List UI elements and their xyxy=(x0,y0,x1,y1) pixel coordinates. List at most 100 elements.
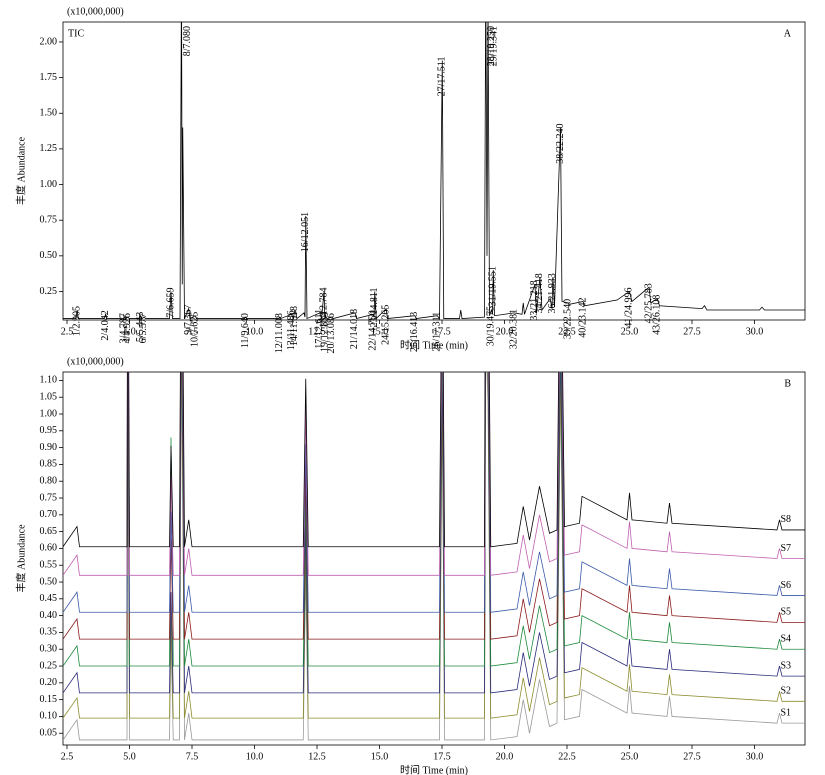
x-tick-label: 27.5 xyxy=(683,751,701,762)
peak-label: 21/14.018 xyxy=(349,309,360,349)
peak-label: 23/14.811 xyxy=(369,287,380,327)
y-tick-label: 0.45 xyxy=(40,593,58,604)
x-tick-label: 25.0 xyxy=(621,326,639,337)
peak-label: 2/4.042 xyxy=(100,310,111,340)
peak-label: 40/23.142 xyxy=(577,297,588,337)
x-tick-label: 5.0 xyxy=(123,326,136,337)
y-tick-label: 1.10 xyxy=(40,375,58,386)
x-tick-label: 20.0 xyxy=(496,326,514,337)
x-tick-label: 30.0 xyxy=(746,751,764,762)
y-tick-label: 0.25 xyxy=(40,286,58,297)
y-tick-label: 0.40 xyxy=(40,610,58,621)
y-tick-label: 1.75 xyxy=(40,72,58,83)
x-tick-label: 7.5 xyxy=(186,326,199,337)
peak-label: 4/4.926 xyxy=(122,313,133,343)
y-axis-label: 丰度 Abundance xyxy=(14,524,27,593)
y-tick-label: 0.95 xyxy=(40,425,58,436)
panel-label: A xyxy=(784,28,792,39)
peak-label: 25/16.413 xyxy=(409,312,420,352)
peak-label: 16/12.051 xyxy=(300,212,311,252)
peak-label: 32/20.381 xyxy=(508,309,519,349)
peak-label: 12/11.008 xyxy=(274,313,285,353)
peak-label: 1/2.905 xyxy=(71,306,82,336)
peak-label: 24/15.265 xyxy=(380,305,391,345)
x-tick-label: 10.0 xyxy=(246,751,264,762)
x-tick-label: 17.5 xyxy=(433,751,451,762)
peak-label: 14/11.618 xyxy=(289,306,300,346)
y-tick-label: 2.00 xyxy=(40,36,58,47)
peak-label: 7/6.659 xyxy=(165,287,176,317)
x-tick-label: 2.5 xyxy=(61,326,74,337)
panel-label: B xyxy=(784,378,791,389)
y-tick-label: 0.75 xyxy=(40,492,58,503)
scale-label: (x10,000,000) xyxy=(67,6,124,17)
y-tick-label: 0.30 xyxy=(40,644,58,655)
peak-label: 9/7.367 xyxy=(183,305,194,335)
peak-label: 22/14.750 xyxy=(368,310,379,350)
y-tick-label: 0.10 xyxy=(40,711,58,722)
chromatogram-trace xyxy=(63,372,805,694)
peak-label: 26/17.311 xyxy=(432,312,443,352)
y-tick-label: 0.65 xyxy=(40,526,58,537)
series-label: S6 xyxy=(780,580,791,591)
x-axis-label: 时间 Time (min) xyxy=(400,763,468,775)
x-tick-label: 12.5 xyxy=(308,751,326,762)
peak-label: 13/11.486 xyxy=(286,310,297,350)
y-tick-label: 0.55 xyxy=(40,560,58,571)
series-label: S3 xyxy=(780,660,791,671)
peak-label: 39/22.540 xyxy=(562,299,573,339)
y-tick-label: 0.85 xyxy=(40,459,58,470)
peak-label: 34/21.418 xyxy=(534,273,545,313)
peak-label: 29/19.341 xyxy=(488,26,499,66)
peak-label: 20/13.086 xyxy=(326,313,337,353)
chromatogram-trace xyxy=(63,372,805,613)
chromatogram-trace xyxy=(63,372,805,548)
x-axis-label: 时间 Time (min) xyxy=(400,338,468,351)
y-axis-label: 丰度 Abundance xyxy=(14,136,27,205)
peak-label: 6/5.577 xyxy=(138,313,149,343)
x-tick-label: 17.5 xyxy=(433,326,451,337)
peak-label: 38/22.240 xyxy=(555,124,566,164)
x-tick-label: 5.0 xyxy=(123,751,136,762)
x-tick-label: 15.0 xyxy=(371,751,389,762)
y-tick-label: 1.25 xyxy=(40,143,58,154)
peak-label: 10/7.625 xyxy=(189,312,200,347)
trace-label: TIC xyxy=(68,28,84,39)
y-tick-label: 1.05 xyxy=(40,391,58,402)
y-tick-label: 0.50 xyxy=(40,250,58,261)
series-label: S1 xyxy=(780,707,791,718)
peak-label: 30/19.475 xyxy=(486,306,497,346)
x-tick-label: 22.5 xyxy=(558,751,576,762)
scale-label: (x10,000,000) xyxy=(67,356,124,367)
chromatogram-trace xyxy=(63,372,805,741)
x-tick-label: 15.0 xyxy=(371,326,389,337)
x-tick-label: 7.5 xyxy=(186,751,199,762)
series-label: S5 xyxy=(780,607,791,618)
peak-label: 3/4.787 xyxy=(118,313,129,343)
y-tick-label: 0.80 xyxy=(40,476,58,487)
x-tick-label: 20.0 xyxy=(496,751,514,762)
peak-label: 11/9.640 xyxy=(240,313,251,348)
y-tick-label: 0.90 xyxy=(40,442,58,453)
y-tick-label: 0.50 xyxy=(40,576,58,587)
y-tick-label: 0.75 xyxy=(40,214,58,225)
y-tick-label: 1.50 xyxy=(40,108,58,119)
chromatogram-trace xyxy=(63,22,805,320)
chromatogram-trace xyxy=(63,372,805,576)
peak-label: 36/21.933 xyxy=(547,273,558,313)
x-tick-label: 2.5 xyxy=(61,751,74,762)
y-tick-label: 0.35 xyxy=(40,627,58,638)
y-tick-label: 0.15 xyxy=(40,694,58,705)
peak-label: 18/12.784 xyxy=(318,287,329,327)
y-tick-label: 1.00 xyxy=(40,179,58,190)
y-tick-label: 1.00 xyxy=(40,408,58,419)
x-tick-label: 12.5 xyxy=(308,326,326,337)
peak-label: 31/19.551 xyxy=(488,266,499,306)
x-tick-label: 10.0 xyxy=(246,326,264,337)
peak-label: 41/24.996 xyxy=(624,287,635,327)
peak-label: 43/26.108 xyxy=(651,295,662,335)
y-tick-label: 0.70 xyxy=(40,509,58,520)
peak-label: 33/21.218 xyxy=(529,280,540,320)
y-tick-label: 0.20 xyxy=(40,677,58,688)
series-label: S8 xyxy=(780,514,791,525)
